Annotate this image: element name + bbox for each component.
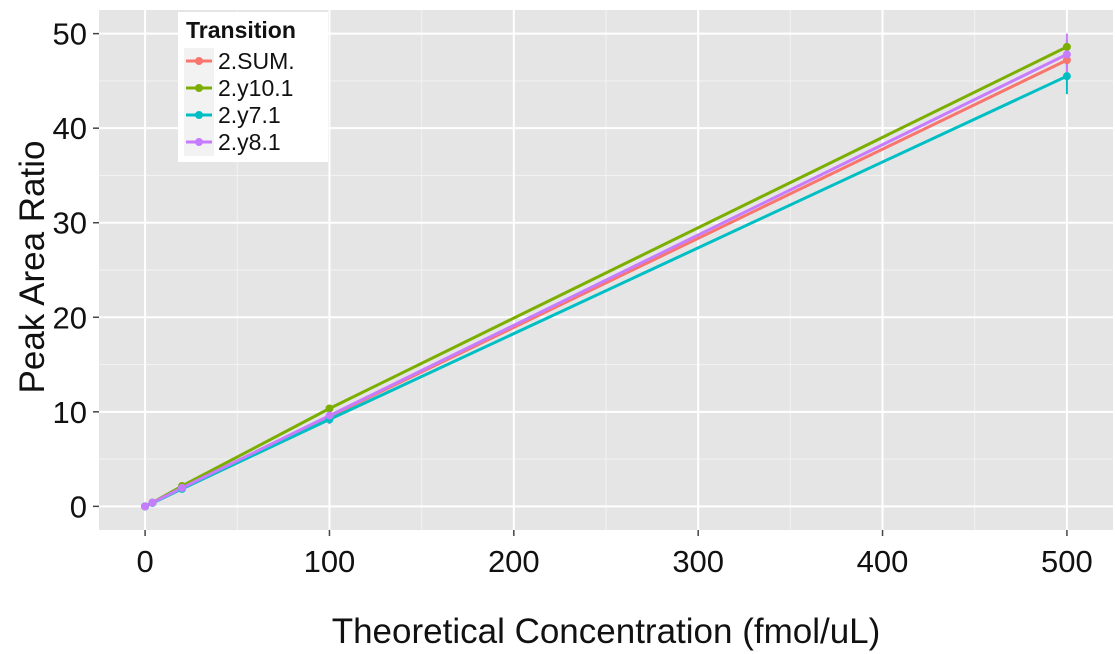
- x-tick-label: 0: [136, 544, 153, 579]
- legend-label: 2.y7.1: [218, 102, 281, 128]
- data-point: [141, 502, 150, 511]
- data-point: [1062, 56, 1071, 65]
- data-point: [1062, 50, 1071, 59]
- x-tick-label: 200: [488, 544, 540, 579]
- x-tick-label: 300: [672, 544, 724, 579]
- data-point: [325, 404, 334, 413]
- legend-key-point: [195, 57, 203, 65]
- y-axis-ticks: 0 10 20 30 40 50: [53, 17, 99, 524]
- legend-key-point: [195, 111, 203, 119]
- data-point: [177, 483, 186, 492]
- x-axis-title: Theoretical Concentration (fmol/uL): [332, 612, 881, 651]
- data-point: [1062, 42, 1071, 51]
- data-point: [1062, 72, 1071, 81]
- legend: Transition 2.SUM.2.y10.12.y7.12.y8.1: [178, 12, 328, 162]
- y-axis-title: Peak Area Ratio: [13, 141, 52, 394]
- x-tick-label: 500: [1041, 544, 1093, 579]
- legend-items: 2.SUM.2.y10.12.y7.12.y8.1: [184, 48, 295, 156]
- legend-label: 2.y10.1: [218, 75, 293, 101]
- legend-key-point: [195, 84, 203, 92]
- y-tick-label: 20: [53, 300, 87, 335]
- y-tick-label: 0: [70, 489, 87, 524]
- y-tick-label: 50: [53, 17, 87, 52]
- y-tick-label: 30: [53, 206, 87, 241]
- x-tick-label: 400: [857, 544, 909, 579]
- legend-label: 2.y8.1: [218, 129, 281, 155]
- y-tick-label: 10: [53, 395, 87, 430]
- minor-gridlines: [99, 10, 1113, 530]
- series-points: [141, 42, 1071, 511]
- legend-label: 2.SUM.: [218, 48, 295, 74]
- legend-key-point: [195, 138, 203, 146]
- data-point: [148, 498, 157, 507]
- x-tick-label: 100: [304, 544, 356, 579]
- legend-title: Transition: [186, 17, 296, 43]
- data-point: [325, 411, 334, 420]
- y-tick-label: 40: [53, 111, 87, 146]
- x-axis-ticks: 0 100 200 300 400 500: [136, 530, 1093, 579]
